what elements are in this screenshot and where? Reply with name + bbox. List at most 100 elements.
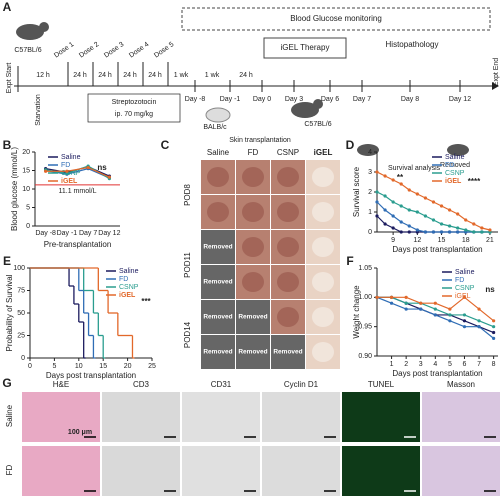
removed-text: Removed: [238, 349, 267, 356]
point: [383, 222, 387, 226]
day-label: Day 12: [449, 96, 471, 103]
wound: [207, 167, 229, 187]
mouse-icons: [16, 22, 469, 156]
removed-text: Removed: [203, 349, 232, 356]
point: [464, 218, 468, 222]
point: [107, 175, 111, 179]
timeline-arrow: [492, 82, 499, 90]
y-tick-label: 1.05: [358, 265, 372, 272]
histology-image: [22, 392, 100, 442]
y-tick-label: 2: [368, 189, 372, 196]
wound: [312, 272, 334, 292]
monitoring-label: Blood Glucose monitoring: [290, 14, 382, 23]
point: [383, 174, 387, 178]
point: [462, 319, 467, 323]
panel-label: A: [3, 0, 12, 14]
x-axis-title: Days post transplantation: [392, 369, 482, 378]
x-tick-label: Day -1: [57, 230, 78, 237]
point: [423, 230, 427, 234]
legend-label: iGEL: [445, 178, 462, 185]
x-tick-label: Day 7: [79, 230, 97, 237]
point: [456, 230, 460, 234]
histology-image: [182, 446, 260, 496]
wound: [312, 167, 334, 187]
x-tick-label: 25: [148, 363, 156, 370]
point: [415, 192, 419, 196]
y-tick-label: 0: [368, 229, 372, 236]
x-tick-label: 6: [463, 361, 467, 368]
y-tick-label: 5: [26, 204, 30, 211]
significance: ns: [97, 163, 107, 172]
y-tick-label: 1: [368, 209, 372, 216]
wound: [207, 202, 229, 222]
removed-cell: [236, 300, 270, 334]
point: [448, 224, 452, 228]
point: [407, 230, 411, 234]
point: [415, 228, 419, 232]
scale-label: 100 μm: [68, 429, 92, 436]
point: [472, 222, 476, 226]
removed-text: Removed: [203, 314, 232, 321]
legend-label: CSNP: [119, 284, 139, 291]
legend-label: CSNP: [445, 170, 465, 177]
point: [423, 196, 427, 200]
interval-label: 1 wk: [174, 72, 189, 79]
x-tick-label: 1: [390, 361, 394, 368]
point: [375, 170, 379, 174]
day-label: Day -8: [185, 96, 206, 103]
point: [488, 228, 492, 232]
legend-label: CSNP: [455, 285, 475, 292]
point: [448, 313, 452, 317]
legend-label: Saline: [119, 268, 139, 275]
recipient-label: C57BL/6: [304, 121, 331, 128]
removed-text: Removed: [203, 279, 232, 286]
point: [407, 224, 411, 228]
legend-label: Saline: [61, 154, 81, 161]
point: [433, 307, 437, 311]
legend-label: iGEL: [119, 292, 136, 299]
point: [431, 230, 436, 234]
wound: [277, 237, 299, 257]
significance: **: [397, 173, 404, 182]
histo-label: Histopathology: [386, 40, 439, 49]
day-label: Day 0: [253, 96, 271, 103]
point: [492, 325, 496, 329]
point: [477, 319, 481, 323]
removed-label: Removed: [440, 162, 470, 169]
wound: [312, 342, 334, 362]
removed-cell: [201, 230, 235, 264]
removed-cell: [201, 335, 235, 369]
point: [431, 200, 436, 204]
point: [375, 200, 379, 204]
y-tick-label: 20: [22, 149, 30, 156]
interval-label: 24 h: [123, 72, 137, 79]
point: [492, 336, 496, 340]
y-tick-label: 15: [22, 167, 30, 174]
transplant-label: Skin transplantation: [229, 137, 291, 144]
legend-label: FD: [455, 277, 464, 284]
removed-cell: [201, 300, 235, 334]
point: [383, 194, 387, 198]
legend-label: Saline: [445, 154, 465, 161]
x-tick-label: 21: [486, 237, 494, 244]
histology-image: [22, 446, 100, 496]
interval-label: 24 h: [98, 72, 112, 79]
x-tick-label: 7: [477, 361, 481, 368]
x-tick-label: 18: [462, 237, 470, 244]
interval-label: 24 h: [148, 72, 162, 79]
histology-image: [102, 392, 180, 442]
y-tick-label: 0.95: [358, 324, 372, 331]
column-header: Saline: [207, 148, 230, 157]
point: [477, 307, 481, 311]
point: [419, 307, 423, 311]
reference-label: 11.1 mmol/L: [59, 188, 97, 195]
point: [65, 171, 69, 176]
x-tick-label: 8: [492, 361, 496, 368]
removed-cell: [271, 335, 305, 369]
series-line: [376, 191, 490, 233]
point: [399, 204, 403, 208]
point: [389, 295, 394, 299]
therapy-box: [263, 37, 347, 59]
x-tick-label: 9: [391, 237, 395, 244]
row-label: POD11: [183, 252, 192, 278]
